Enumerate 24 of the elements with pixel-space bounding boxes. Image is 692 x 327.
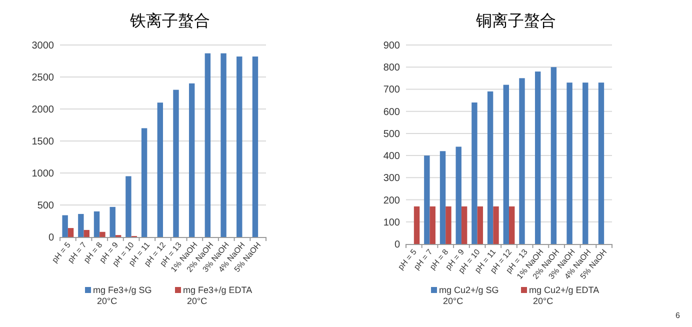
y-tick-label: 1000 bbox=[32, 168, 54, 180]
y-tick-label: 300 bbox=[383, 173, 400, 184]
y-tick-label: 400 bbox=[383, 151, 400, 162]
legend-label: mg Cu2+/g SG 20°C bbox=[439, 285, 499, 306]
y-tick-label: 500 bbox=[37, 200, 54, 212]
text: 6 bbox=[676, 311, 681, 320]
chart-title: 铜离子螯合 bbox=[475, 12, 556, 30]
y-tick-label: 0 bbox=[48, 232, 54, 244]
y-tick-label: 900 bbox=[383, 40, 400, 52]
y-tick-label: 200 bbox=[383, 195, 400, 206]
y-tick-label: 3000 bbox=[32, 40, 54, 52]
y-tick-label: 2500 bbox=[32, 72, 54, 84]
y-tick-label: 1500 bbox=[32, 136, 54, 148]
y-tick-label: 0 bbox=[394, 240, 400, 250]
legend-label: mg Fe3+/g SG 20°C bbox=[93, 285, 152, 306]
y-tick-label: 600 bbox=[383, 106, 400, 118]
legend-label: mg Cu2+/g EDTA 20°C bbox=[529, 285, 600, 306]
y-tick-label: 500 bbox=[383, 128, 400, 140]
y-tick-label: 2000 bbox=[32, 104, 54, 116]
y-tick-label: 800 bbox=[383, 62, 400, 74]
y-tick-label: 100 bbox=[383, 217, 400, 228]
chart-title: 铁离子螯合 bbox=[129, 12, 210, 30]
y-tick-label: 700 bbox=[383, 84, 400, 96]
legend-label: mg Fe3+/g EDTA 20°C bbox=[183, 285, 252, 306]
